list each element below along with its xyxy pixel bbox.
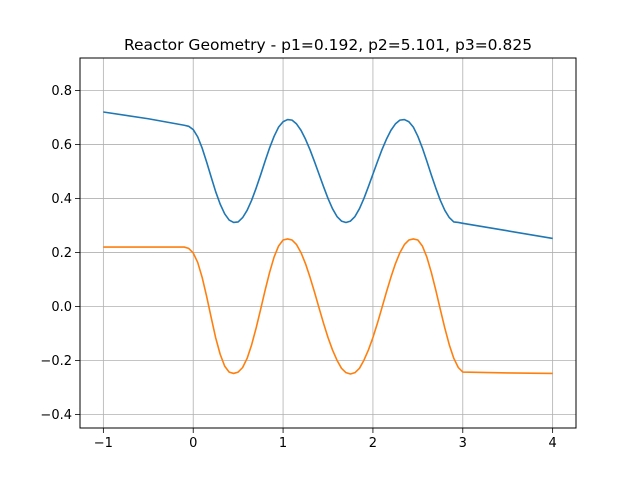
y-tick-label: 0.2 xyxy=(51,246,72,261)
x-tick-label: 0 xyxy=(189,436,197,451)
axis-ticks: −1 0 1 2 3 4 −0.4 −0.2 0.0 0.2 0.4 0.6 0.8 xyxy=(40,84,556,451)
x-tick-label: 4 xyxy=(548,436,556,451)
axes-frame xyxy=(79,57,577,429)
x-tick-label: 1 xyxy=(279,436,287,451)
series-lines xyxy=(103,111,553,375)
y-tick-label: 0.6 xyxy=(51,138,72,153)
x-tick-label: −1 xyxy=(94,436,113,451)
series-line-2 xyxy=(103,238,553,375)
y-tick-label: −0.2 xyxy=(40,354,72,369)
chart-title: Reactor Geometry - p1=0.192, p2=5.101, p… xyxy=(124,36,532,54)
y-tick-label: −0.4 xyxy=(40,408,72,423)
x-tick-label: 3 xyxy=(459,436,467,451)
series-line-1 xyxy=(103,111,553,240)
x-tick-label: 2 xyxy=(369,436,377,451)
grid-lines xyxy=(80,58,576,428)
y-tick-label: 0.4 xyxy=(51,192,72,207)
y-tick-label: 0.8 xyxy=(51,84,72,99)
y-tick-label: 0.0 xyxy=(51,300,72,315)
